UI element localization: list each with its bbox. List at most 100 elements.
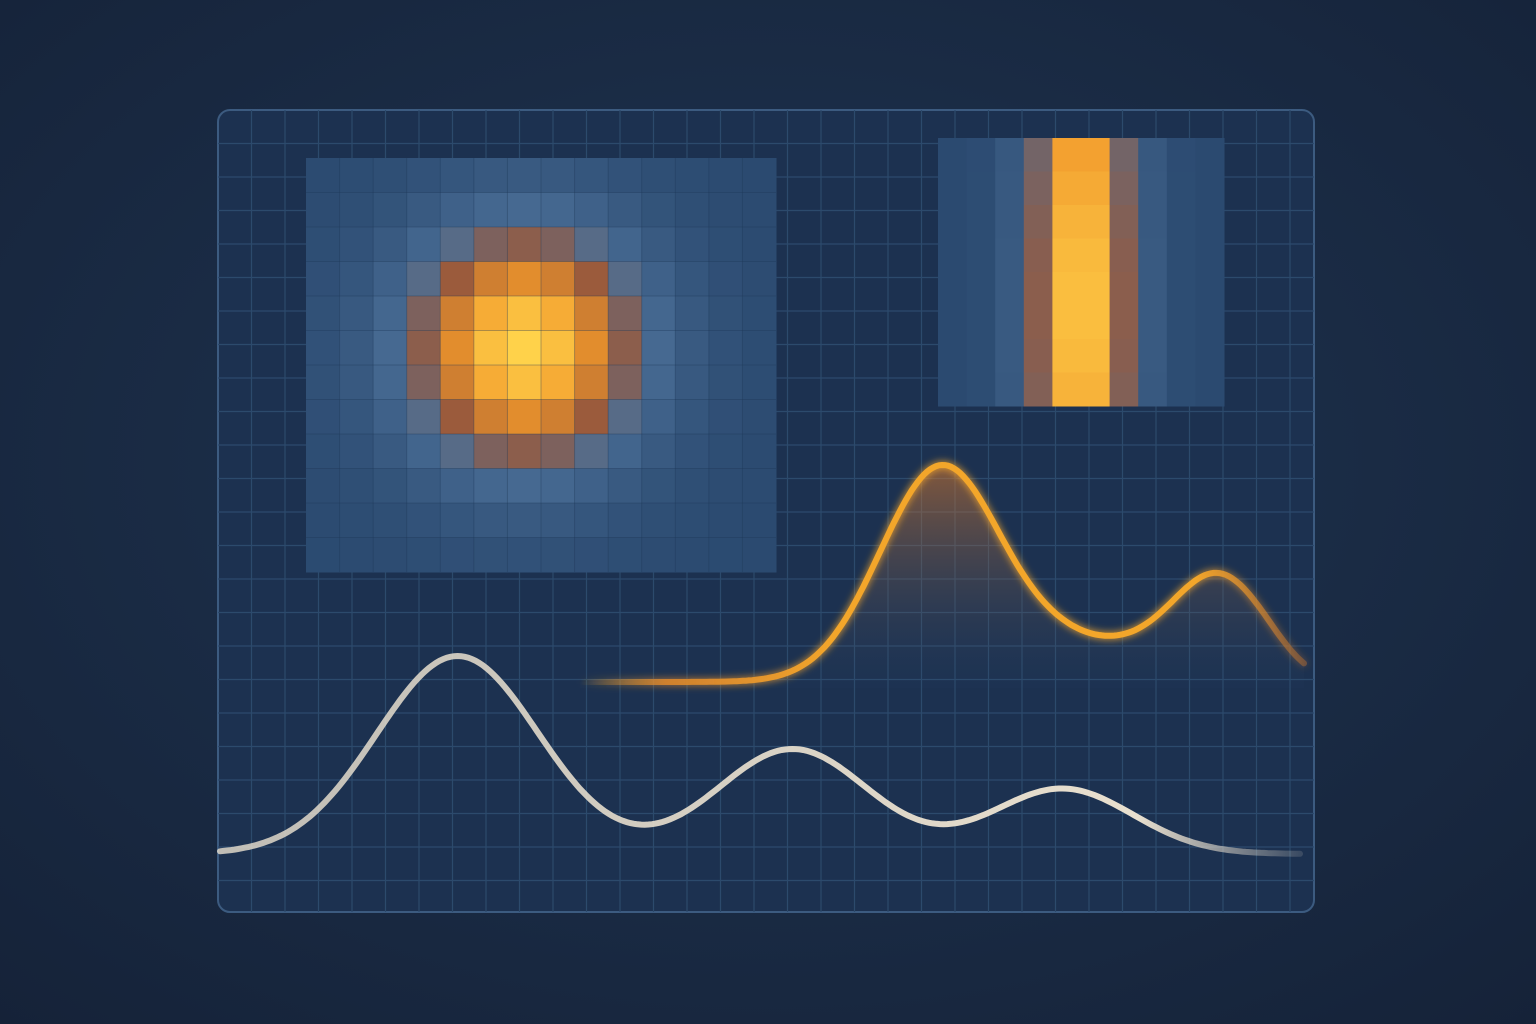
heatmap-cell <box>306 192 341 228</box>
heatmap-cell <box>339 261 374 297</box>
heatmap-cell <box>708 296 743 331</box>
heatmap-cell <box>473 365 508 400</box>
heatmap-cell <box>608 399 643 435</box>
heatmap-cell <box>1109 171 1139 206</box>
heatmap-cell <box>608 537 643 573</box>
heatmap-cell <box>1138 339 1168 373</box>
heatmap-cell <box>742 365 777 400</box>
heatmap-cell <box>966 272 996 306</box>
heatmap-cell <box>507 296 542 331</box>
heatmap-cell <box>938 372 968 407</box>
heatmap-cell <box>306 434 341 469</box>
heatmap-cell <box>742 227 777 262</box>
heatmap-cell <box>406 192 441 228</box>
heatmap-cell <box>373 537 408 573</box>
heatmap-cell <box>708 468 743 504</box>
heatmap-cell <box>339 330 374 366</box>
heatmap-cell <box>608 434 643 469</box>
heatmap-cell <box>966 238 996 273</box>
heatmap-cell <box>675 468 710 504</box>
heatmap-cell <box>641 261 676 297</box>
heatmap-cell <box>406 227 441 262</box>
heatmap-cell <box>440 296 475 331</box>
heatmap-cell <box>574 158 609 193</box>
heatmap-cell <box>541 503 576 538</box>
heatmap-cell <box>742 261 777 297</box>
heatmap-cell <box>1052 305 1082 340</box>
heatmap-cell <box>708 537 743 573</box>
heatmap-cell <box>675 227 710 262</box>
heatmap-cell <box>574 503 609 538</box>
heatmap-cell <box>1166 272 1196 306</box>
heatmap-cell <box>1023 339 1053 373</box>
heatmap-cell <box>473 261 508 297</box>
heatmap-cell <box>608 261 643 297</box>
heatmap-cell <box>339 399 374 435</box>
heatmap-cell <box>440 468 475 504</box>
heatmap-cell <box>995 272 1025 306</box>
heatmap-cell <box>1081 272 1111 306</box>
heatmap-cell <box>406 158 441 193</box>
heatmap-cell <box>966 205 996 239</box>
heatmap-cell <box>473 227 508 262</box>
heatmap-cell <box>473 330 508 366</box>
heatmap-cell <box>641 503 676 538</box>
cream-wave <box>217 652 1303 857</box>
heatmap-cell <box>339 434 374 469</box>
heatmap-cell <box>1052 372 1082 407</box>
cream-wave-line <box>217 652 1303 857</box>
heatmap-cell <box>641 537 676 573</box>
heatmap-cell <box>1138 171 1168 206</box>
heatmap-cell <box>1081 339 1111 373</box>
heatmap-cell <box>1081 205 1111 239</box>
heatmap-cell <box>1109 339 1139 373</box>
heatmap-cell <box>1166 138 1196 172</box>
heatmap-cell <box>708 192 743 228</box>
heatmap-cell <box>440 537 475 573</box>
heatmap-cell <box>641 158 676 193</box>
heatmap-cell <box>742 330 777 366</box>
heatmap-cell <box>742 503 777 538</box>
heatmap-cell <box>507 330 542 366</box>
heatmap-cell <box>574 365 609 400</box>
heatmap-cell <box>1138 138 1168 172</box>
heatmap-cell <box>708 434 743 469</box>
orange-wave-line <box>577 461 1307 685</box>
heatmap-cell <box>675 365 710 400</box>
heatmap-cell <box>675 192 710 228</box>
heatmap-cell <box>608 365 643 400</box>
heatmap-cell <box>473 158 508 193</box>
heatmap-cell <box>406 537 441 573</box>
heatmap-cell <box>966 138 996 172</box>
heatmap-cell <box>608 227 643 262</box>
heatmap-cell <box>339 365 374 400</box>
heatmap-cell <box>541 399 576 435</box>
orange-wave <box>577 461 1307 688</box>
heatmap-cell <box>1109 372 1139 407</box>
heatmap-cell <box>574 330 609 366</box>
heatmap-cell <box>742 537 777 573</box>
heatmap-cell <box>708 261 743 297</box>
heatmap-cell <box>675 330 710 366</box>
heatmap-cell <box>938 305 968 340</box>
heatmap-cell <box>708 158 743 193</box>
heatmap-cell <box>373 192 408 228</box>
heatmap-cell <box>995 205 1025 239</box>
heatmap-cell <box>1195 339 1225 373</box>
heatmap-cell <box>1052 339 1082 373</box>
heatmap-cell <box>742 434 777 469</box>
heatmap-cell <box>1109 205 1139 239</box>
heatmap-cell <box>1052 171 1082 206</box>
heatmap-cell <box>440 261 475 297</box>
heatmap-cell <box>373 296 408 331</box>
heatmap-cell <box>1023 238 1053 273</box>
heatmap-cell <box>708 399 743 435</box>
heatmap-cell <box>1195 272 1225 306</box>
heatmap-cell <box>306 296 341 331</box>
heatmap-cell <box>306 227 341 262</box>
heatmap-cell <box>574 434 609 469</box>
heatmap-cell <box>938 171 968 206</box>
heatmap-cell <box>1138 205 1168 239</box>
heatmap-cell <box>507 158 542 193</box>
heatmap-cell <box>406 468 441 504</box>
